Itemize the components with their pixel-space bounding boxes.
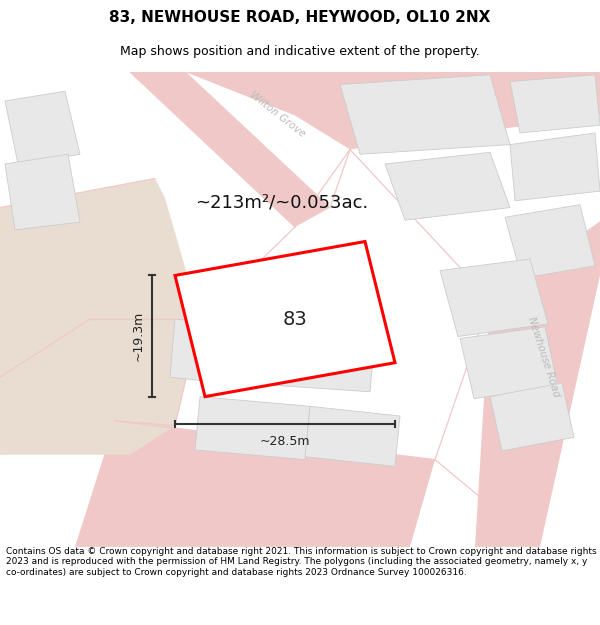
Polygon shape — [185, 72, 600, 149]
Polygon shape — [440, 259, 548, 336]
Polygon shape — [385, 152, 510, 220]
Polygon shape — [475, 222, 600, 547]
Polygon shape — [170, 319, 270, 387]
Polygon shape — [505, 204, 595, 278]
Polygon shape — [0, 179, 200, 455]
Polygon shape — [130, 72, 330, 227]
Text: ~19.3m: ~19.3m — [131, 311, 145, 361]
Polygon shape — [510, 133, 600, 201]
Text: 83, NEWHOUSE ROAD, HEYWOOD, OL10 2NX: 83, NEWHOUSE ROAD, HEYWOOD, OL10 2NX — [109, 11, 491, 26]
Polygon shape — [195, 397, 310, 459]
Polygon shape — [490, 383, 574, 451]
Polygon shape — [5, 154, 80, 230]
Polygon shape — [510, 75, 600, 133]
Polygon shape — [460, 327, 558, 399]
Text: Wilton Grove: Wilton Grove — [248, 89, 307, 139]
Polygon shape — [305, 406, 400, 466]
Text: Contains OS data © Crown copyright and database right 2021. This information is : Contains OS data © Crown copyright and d… — [6, 547, 596, 577]
Text: Map shows position and indicative extent of the property.: Map shows position and indicative extent… — [120, 45, 480, 58]
Polygon shape — [75, 421, 435, 547]
Polygon shape — [0, 319, 125, 455]
Text: Newhouse Road: Newhouse Road — [526, 316, 562, 399]
Polygon shape — [175, 241, 395, 397]
Text: 83: 83 — [283, 309, 307, 329]
Polygon shape — [340, 75, 510, 154]
Text: ~213m²/~0.053ac.: ~213m²/~0.053ac. — [195, 194, 368, 212]
Polygon shape — [270, 329, 375, 392]
Text: ~28.5m: ~28.5m — [260, 435, 310, 447]
Polygon shape — [5, 91, 80, 164]
